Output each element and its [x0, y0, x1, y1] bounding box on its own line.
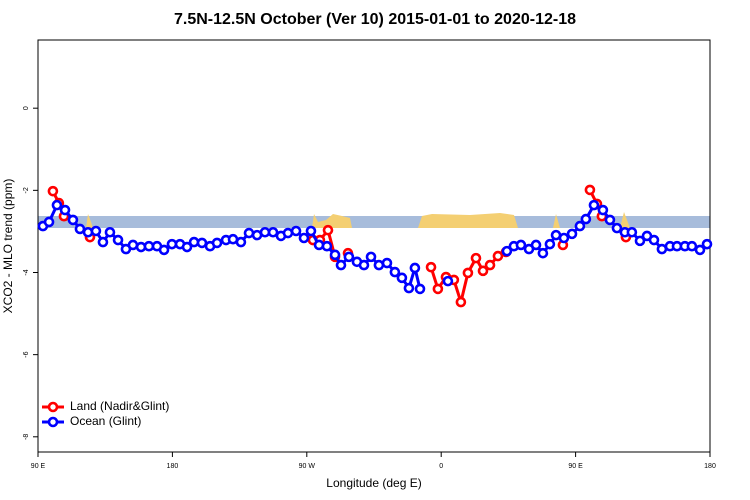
data-point: [580, 213, 592, 225]
data-point: [604, 214, 616, 226]
land-patch: [418, 213, 518, 228]
x-tick-label: 180: [167, 463, 179, 470]
legend-label: Ocean (Glint): [70, 414, 141, 428]
data-point: [470, 252, 482, 264]
data-point: [235, 236, 247, 248]
data-point: [381, 257, 393, 269]
data-point: [558, 232, 570, 244]
y-tick-label: -8: [23, 434, 30, 440]
data-point: [530, 239, 542, 251]
data-point: [455, 296, 467, 308]
data-point: [373, 259, 385, 271]
data-point: [90, 225, 102, 237]
data-point: [409, 262, 421, 274]
data-point: [321, 240, 333, 252]
band: [38, 216, 710, 228]
data-point: [322, 224, 334, 236]
data-point: [425, 261, 437, 273]
y-tick-label: 0: [23, 106, 30, 110]
legend-marker: [47, 416, 59, 428]
x-tick-label: 90 W: [299, 463, 316, 470]
land-patch: [312, 214, 352, 228]
data-point: [112, 234, 124, 246]
y-tick-label: -2: [23, 187, 30, 193]
data-point: [566, 228, 578, 240]
x-tick-label: 90 E: [31, 463, 46, 470]
region-band: [38, 212, 710, 228]
data-point: [597, 204, 609, 216]
data-point: [358, 259, 370, 271]
data-point: [365, 251, 377, 263]
data-point: [634, 235, 646, 247]
data-point: [43, 216, 55, 228]
data-point: [432, 283, 444, 295]
data-point: [181, 241, 193, 253]
land-patch: [620, 212, 630, 228]
legend-marker: [47, 401, 59, 413]
data-point: [574, 220, 586, 232]
land-patch: [86, 214, 93, 228]
data-point: [47, 185, 59, 197]
data-point: [492, 250, 504, 262]
data-point: [335, 259, 347, 271]
data-point: [686, 240, 698, 252]
data-point: [104, 226, 116, 238]
data-point: [626, 226, 638, 238]
data-point: [298, 232, 310, 244]
data-point: [484, 259, 496, 271]
data-point: [501, 245, 513, 257]
data-point: [158, 244, 170, 256]
y-axis-label: XCO2 - MLO trend (ppm): [1, 179, 15, 314]
data-point: [290, 225, 302, 237]
x-tick-label: 0: [439, 463, 443, 470]
data-point: [67, 214, 79, 226]
data-point: [403, 282, 415, 294]
x-tick-label: 180: [704, 463, 716, 470]
data-point: [477, 265, 489, 277]
data-point: [305, 225, 317, 237]
data-point: [611, 222, 623, 234]
data-point: [701, 238, 713, 250]
data-point: [389, 266, 401, 278]
legend-label: Land (Nadir&Glint): [70, 399, 169, 413]
legend: Land (Nadir&Glint)Ocean (Glint): [42, 399, 169, 428]
y-tick-label: -6: [23, 351, 30, 357]
chart-title: 7.5N-12.5N October (Ver 10) 2015-01-01 t…: [174, 11, 576, 28]
data-point: [442, 275, 454, 287]
data-point: [343, 251, 355, 263]
x-tick-label: 90 E: [568, 463, 583, 470]
data-point: [127, 239, 139, 251]
data-point: [515, 239, 527, 251]
data-point: [694, 244, 706, 256]
data-point: [211, 237, 223, 249]
data-point: [51, 199, 63, 211]
data-point: [59, 204, 71, 216]
x-axis-label: Longitude (deg E): [326, 476, 421, 490]
data-point: [588, 199, 600, 211]
data-point: [282, 227, 294, 239]
data-point: [329, 249, 341, 261]
data-point: [97, 236, 109, 248]
data-point: [396, 272, 408, 284]
data-point: [414, 283, 426, 295]
land-patch: [553, 214, 560, 228]
data-point: [243, 227, 255, 239]
data-point: [584, 184, 596, 196]
y-tick-label: -4: [23, 269, 30, 275]
data-point: [537, 247, 549, 259]
data-point: [267, 226, 279, 238]
data-point: [648, 234, 660, 246]
data-point: [462, 267, 474, 279]
data-point: [544, 238, 556, 250]
